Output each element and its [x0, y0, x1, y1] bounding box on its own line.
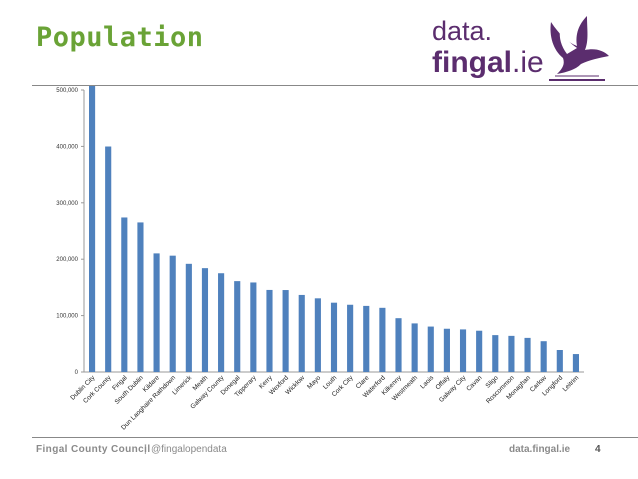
logo-ie: .ie [512, 46, 544, 79]
bar [347, 304, 354, 372]
bar [201, 268, 209, 372]
bar [379, 307, 386, 372]
bar [492, 335, 499, 372]
bar [89, 86, 96, 373]
bar [476, 330, 483, 372]
x-tick-label: Laois [419, 374, 435, 390]
bar [443, 328, 450, 372]
page-number: 4 [595, 444, 601, 455]
bar [169, 255, 176, 372]
bar [266, 289, 273, 372]
bird-logo-icon [549, 16, 609, 81]
y-tick-label: 0 [75, 370, 79, 376]
y-tick-label: 100,000 [56, 314, 78, 320]
bar [153, 253, 160, 372]
bar [105, 146, 112, 372]
bar [411, 323, 418, 372]
x-tick-label: Leitrim [562, 374, 581, 393]
logo-fingal: fingal [432, 46, 512, 79]
bar [524, 337, 531, 372]
bar [234, 281, 241, 372]
y-tick-label: 300,000 [56, 201, 78, 207]
logo-line2: fingal.ie [432, 48, 544, 78]
header-divider [32, 85, 638, 86]
bar [556, 350, 563, 372]
y-tick-label: 400,000 [56, 144, 78, 150]
footer-separator: | [144, 444, 147, 455]
logo-line1: data. [432, 16, 493, 46]
footer-site-link[interactable]: data.fingal.ie [509, 444, 571, 455]
bar [218, 273, 225, 372]
bar [572, 354, 579, 372]
bar [363, 305, 370, 372]
y-tick-label: 500,000 [56, 88, 78, 94]
bar [330, 302, 338, 372]
data-fingal-logo[interactable]: data. fingal.ie [432, 18, 544, 78]
footer-twitter-handle[interactable]: @fingalopendata [151, 444, 227, 455]
bar [427, 326, 434, 372]
bar [298, 294, 305, 372]
population-bar-chart: 0100,000200,000300,000400,000500,000Dubl… [56, 86, 584, 432]
bar [314, 298, 321, 372]
y-tick-label: 200,000 [56, 257, 78, 263]
bar [459, 329, 467, 372]
x-tick-label: Cavan [465, 374, 484, 393]
footer-org: Fingal County Council [36, 444, 151, 455]
bar [395, 318, 402, 372]
bar [250, 282, 257, 372]
bar [121, 217, 128, 372]
bar [508, 335, 515, 372]
bar [137, 222, 144, 372]
page-title: Population [36, 22, 204, 53]
footer-divider [32, 437, 638, 438]
x-tick-label: Mayo [306, 374, 322, 390]
bar [540, 341, 547, 372]
bar [185, 263, 192, 372]
bar [282, 290, 289, 372]
